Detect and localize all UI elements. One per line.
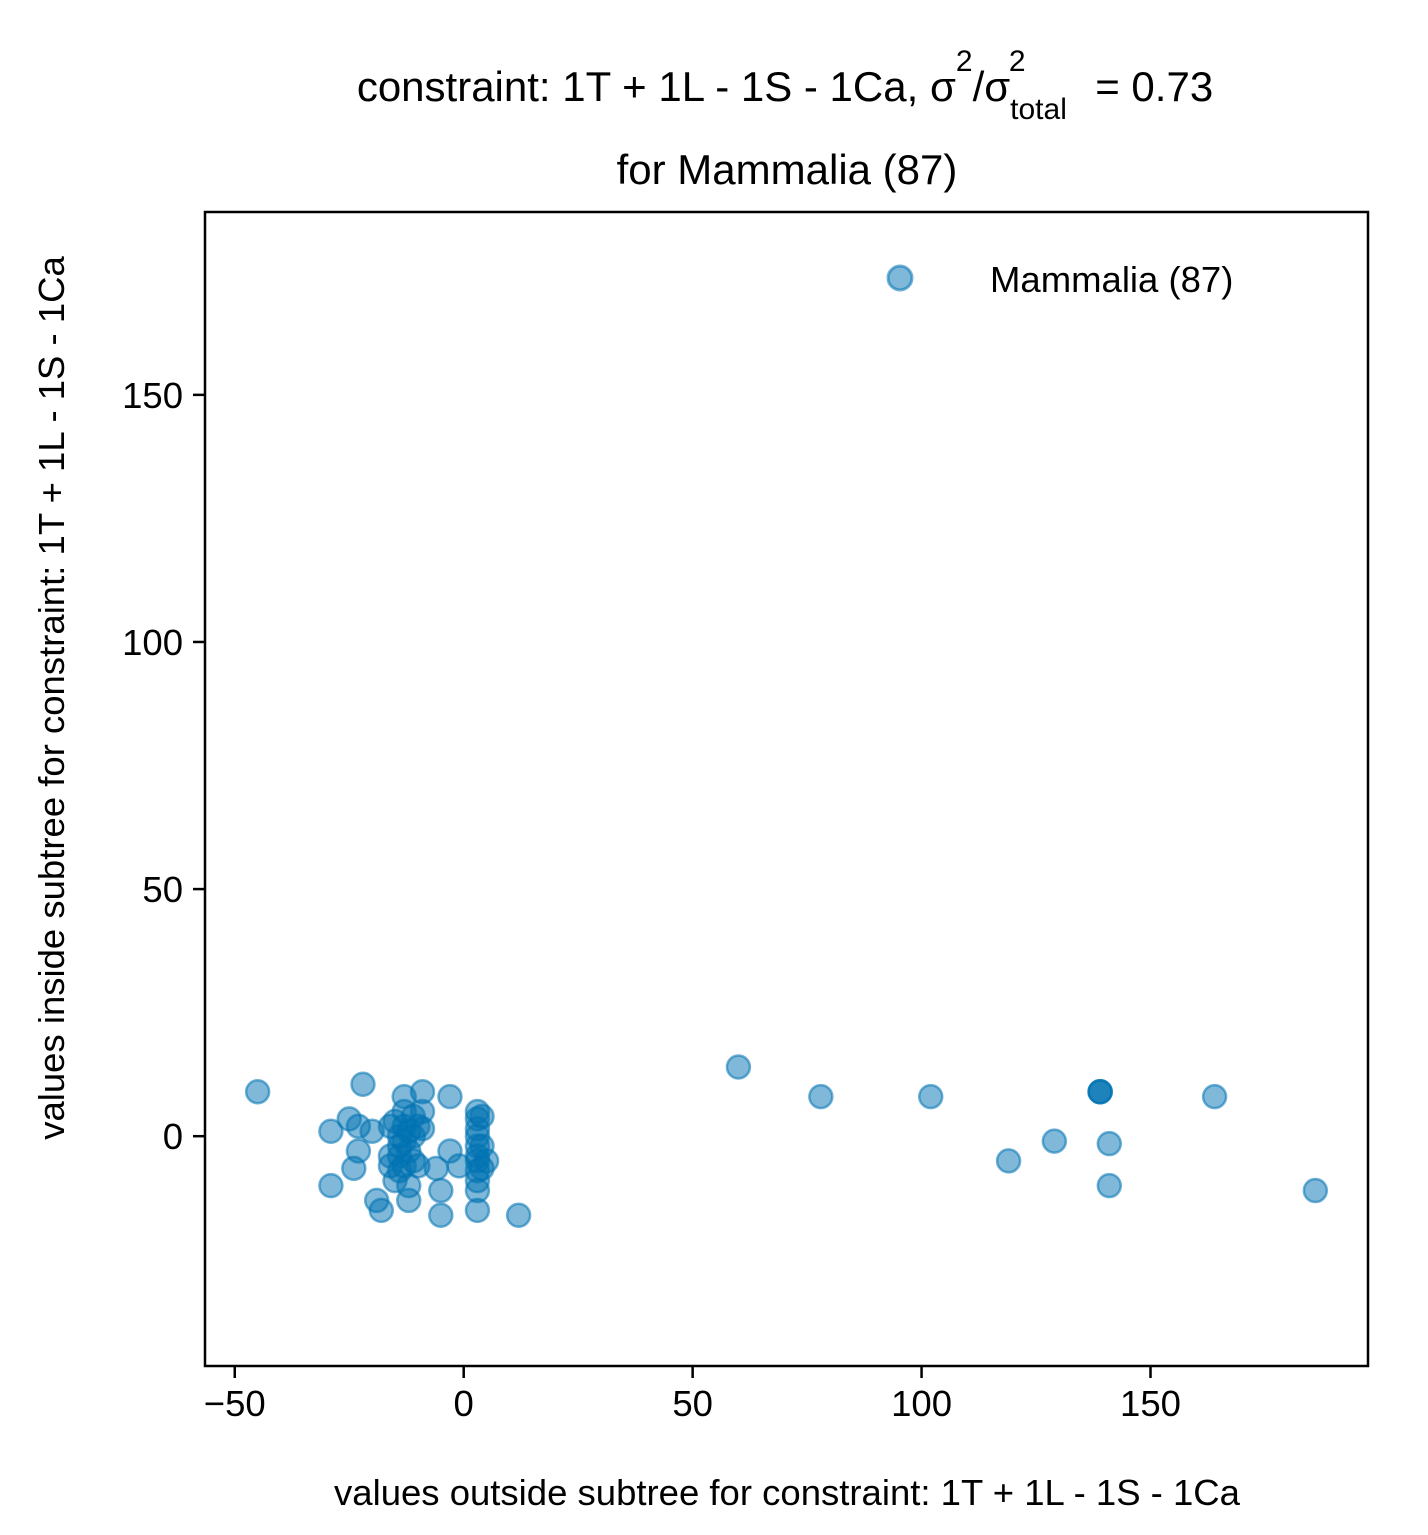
x-tick-label: 150: [1120, 1383, 1181, 1424]
y-tick-label: 50: [142, 869, 183, 910]
data-points: [244, 1054, 1329, 1229]
data-point: [1201, 1083, 1228, 1110]
y-tick-label: 100: [122, 622, 183, 663]
data-point: [341, 1155, 367, 1182]
plot-area-frame: [203, 210, 1370, 1368]
data-point: [995, 1148, 1022, 1174]
chart-title: constraint: 1T + 1L - 1S - 1Ca, σ2/σtota…: [357, 45, 1213, 126]
data-point: [1087, 1078, 1113, 1105]
data-point: [368, 1197, 395, 1224]
x-tick-label: 100: [891, 1383, 952, 1424]
data-point: [1096, 1130, 1123, 1157]
title-prefix: constraint: 1T + 1L - 1S - 1Ca, σ: [357, 63, 956, 110]
y-axis: 0 50 100 150: [122, 375, 205, 1157]
data-point: [244, 1078, 271, 1105]
data-point: [428, 1177, 454, 1204]
x-axis: −50 0 50 100 150: [204, 1366, 1181, 1424]
x-tick-label: 0: [454, 1383, 474, 1424]
legend-label: Mammalia (87): [990, 259, 1233, 300]
title-sub: total: [1010, 93, 1067, 126]
title-sup-2: 2: [1009, 45, 1026, 78]
chart-subtitle: for Mammalia (87): [617, 146, 958, 193]
data-point: [350, 1071, 376, 1098]
y-tick-label: 0: [163, 1116, 183, 1157]
data-point: [318, 1172, 344, 1199]
data-point: [464, 1197, 491, 1224]
data-point: [1041, 1128, 1068, 1154]
data-point: [473, 1148, 500, 1174]
title-suffix: = 0.73: [1084, 63, 1214, 110]
data-point: [725, 1054, 752, 1080]
data-point: [505, 1202, 532, 1229]
data-point: [808, 1083, 834, 1110]
title-mid: /σ: [973, 63, 1011, 110]
data-point: [917, 1083, 944, 1110]
data-point: [1096, 1172, 1123, 1199]
data-point: [396, 1187, 422, 1214]
x-tick-label: 50: [672, 1383, 713, 1424]
data-point: [409, 1116, 436, 1142]
legend-marker: [886, 264, 914, 292]
data-point: [469, 1103, 495, 1130]
x-tick-label: −50: [204, 1383, 266, 1424]
title-sup-1: 2: [956, 45, 973, 78]
x-axis-label: values outside subtree for constraint: 1…: [334, 1472, 1241, 1513]
data-point: [428, 1202, 454, 1229]
data-point: [437, 1083, 463, 1110]
y-tick-label: 150: [122, 375, 183, 416]
y-axis-label: values inside subtree for constraint: 1T…: [31, 256, 72, 1140]
legend: Mammalia (87): [886, 259, 1233, 300]
data-point: [318, 1118, 344, 1144]
data-point: [1302, 1177, 1329, 1204]
